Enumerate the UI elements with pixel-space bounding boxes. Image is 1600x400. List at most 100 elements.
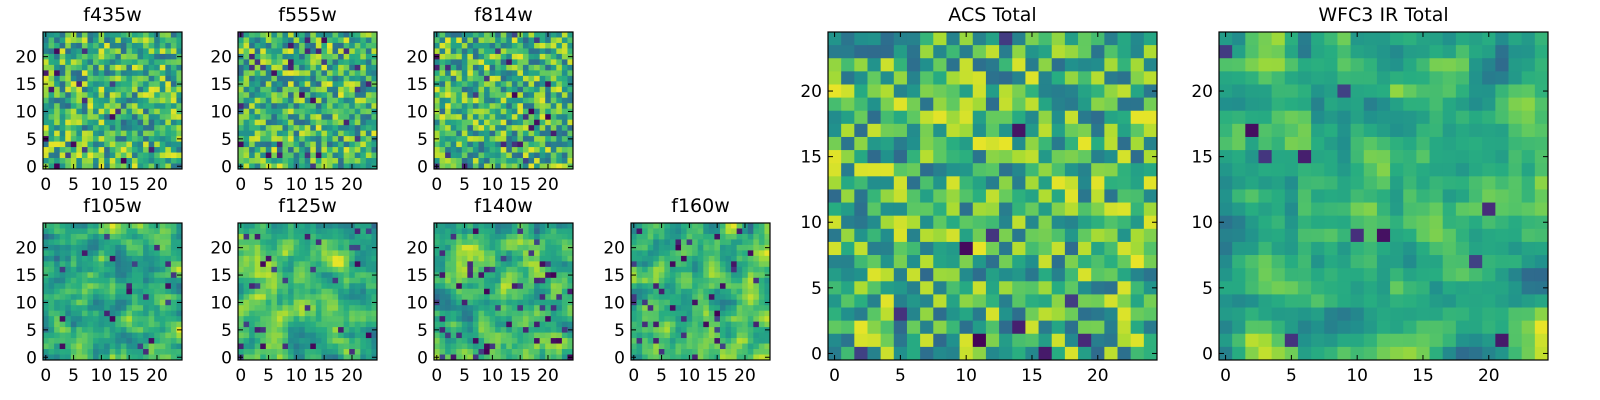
heatmap-cell [76, 141, 83, 148]
heatmap-cell [985, 84, 1000, 98]
heatmap-cell [517, 239, 524, 246]
heatmap-cell [76, 316, 83, 323]
heatmap-cell [120, 316, 127, 323]
heatmap-cell [456, 70, 463, 77]
heatmap-cell [478, 108, 485, 115]
x-tick-label: 0 [431, 175, 442, 195]
heatmap-cell [154, 299, 161, 306]
heatmap-cell [484, 327, 490, 333]
heatmap-cell [131, 53, 138, 60]
heatmap-cell [753, 321, 760, 328]
heatmap-cell [310, 266, 317, 273]
heatmap-cell [76, 244, 83, 251]
heatmap-cell [528, 158, 535, 164]
heatmap-cell [920, 215, 934, 230]
heatmap-cell [534, 283, 541, 290]
heatmap-cell [170, 327, 177, 333]
heatmap-cell [109, 250, 116, 257]
heatmap-cell [731, 294, 738, 301]
heatmap-cell [489, 64, 496, 71]
heatmap-cell [126, 158, 133, 164]
heatmap-cell [450, 42, 457, 49]
heatmap-cell [315, 233, 322, 240]
heatmap-cell [522, 125, 529, 132]
heatmap-cell [1143, 136, 1158, 151]
heatmap-cell [439, 305, 446, 312]
heatmap-cell [467, 59, 474, 66]
heatmap-cell [1025, 189, 1039, 203]
heatmap-cell [54, 152, 61, 159]
heatmap-cell [365, 233, 372, 240]
heatmap-cell [725, 233, 732, 240]
heatmap-cell [742, 277, 749, 284]
heatmap-cell [675, 228, 682, 235]
heatmap-cell [365, 310, 372, 317]
heatmap-cell [343, 163, 350, 170]
heatmap-cell [76, 343, 83, 350]
heatmap-cell [148, 305, 155, 312]
heatmap-cell [647, 310, 654, 317]
heatmap-cell [137, 48, 144, 55]
heatmap-cell [703, 354, 710, 361]
heatmap-cell [631, 277, 637, 284]
heatmap-cell [338, 310, 345, 317]
heatmap-cell [517, 294, 524, 301]
heatmap-cell [159, 141, 166, 148]
heatmap-cell [315, 354, 322, 361]
heatmap-cell [343, 119, 350, 126]
heatmap-cell [299, 81, 306, 88]
heatmap-cell [439, 136, 446, 142]
heatmap-cell [70, 310, 77, 317]
heatmap-cell [343, 354, 350, 361]
heatmap-cell [539, 103, 546, 110]
heatmap-cell [550, 86, 557, 93]
heatmap-cell [126, 299, 133, 306]
heatmap-cell [332, 42, 339, 49]
heatmap-cell [631, 343, 637, 350]
heatmap-cell [500, 103, 507, 110]
heatmap-cell [472, 103, 479, 110]
heatmap-cell [511, 163, 518, 170]
heatmap-cell [669, 255, 676, 262]
heatmap-cell [332, 75, 339, 82]
heatmap-cell [675, 327, 682, 333]
heatmap-cell [165, 136, 172, 142]
heatmap-cell [747, 255, 754, 262]
heatmap-cell [495, 266, 502, 273]
heatmap-cell [484, 250, 490, 257]
heatmap-cell [165, 354, 172, 361]
heatmap-cell [550, 48, 557, 55]
heatmap-cell [1064, 58, 1079, 72]
heatmap-cell [70, 261, 77, 268]
heatmap-cell [115, 108, 122, 115]
heatmap-cell [159, 239, 166, 246]
heatmap-cell [288, 59, 294, 66]
heatmap-cell [315, 103, 322, 110]
heatmap-cell [131, 86, 138, 93]
heatmap-cell [54, 141, 61, 148]
heatmap-cell [321, 349, 328, 355]
heatmap-cell [511, 86, 518, 93]
heatmap-cell [249, 266, 256, 273]
heatmap-cell [500, 228, 507, 235]
heatmap-cell [154, 70, 161, 77]
heatmap-cell [489, 338, 496, 344]
heatmap-cell [511, 152, 518, 159]
heatmap-cell [753, 327, 760, 333]
heatmap-cell [697, 239, 704, 246]
heatmap-cell [528, 299, 535, 306]
heatmap-cell [131, 277, 138, 284]
heatmap-cell [260, 223, 267, 229]
heatmap-cell [365, 119, 372, 126]
heatmap-cell [81, 338, 88, 344]
heatmap-cell [434, 277, 440, 284]
heatmap-cell [478, 32, 485, 38]
heatmap-cell [528, 266, 535, 273]
heatmap-cell [550, 42, 557, 49]
heatmap-cell [93, 223, 99, 229]
heatmap-cell [664, 266, 671, 273]
heatmap-cell [254, 97, 261, 104]
heatmap-cell [154, 228, 161, 235]
heatmap-cell [365, 239, 372, 246]
heatmap-cell [104, 103, 111, 110]
